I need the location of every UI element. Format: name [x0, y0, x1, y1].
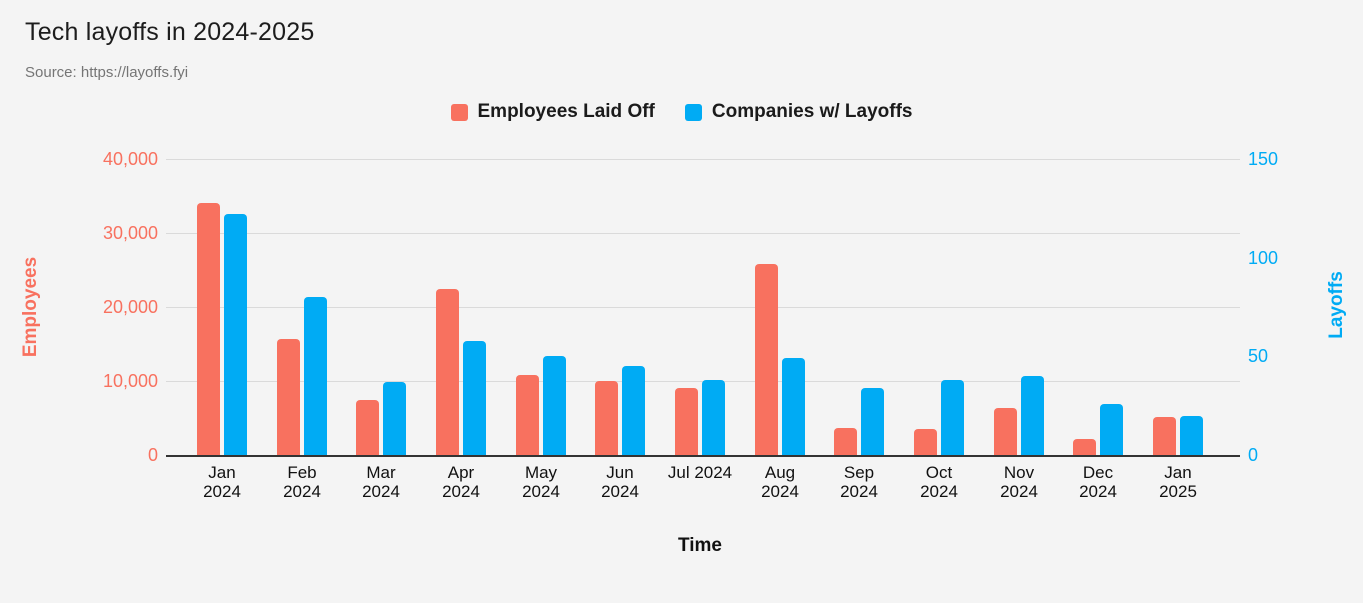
x-axis-label: Dec 2024 — [1079, 463, 1117, 501]
left-axis-tick-label: 30,000 — [102, 223, 158, 243]
bar-companies-w-layoffs-jun-2024 — [622, 366, 645, 455]
x-axis-label: Oct 2024 — [920, 463, 958, 501]
legend-label: Employees Laid Off — [477, 101, 655, 122]
right-axis-tick-label: 150 — [1248, 149, 1279, 169]
legend-swatch-icon — [684, 103, 702, 121]
bar-companies-w-layoffs-nov-2024 — [1021, 376, 1044, 455]
x-axis-label: Jan 2025 — [1159, 463, 1197, 501]
x-axis-label: Nov 2024 — [1000, 463, 1038, 501]
bar-companies-w-layoffs-jan-2025 — [1180, 416, 1203, 455]
bar-companies-w-layoffs-jul-2024 — [702, 380, 725, 455]
gridline — [166, 233, 1240, 234]
left-axis-tick-label: 10,000 — [102, 371, 158, 391]
bar-employees-laid-off-jan-2025 — [1153, 417, 1176, 455]
legend-label: Companies w/ Layoffs — [711, 101, 913, 122]
gridline — [166, 159, 1240, 160]
source-text: Source: https://layoffs.fyi — [25, 64, 189, 81]
x-axis-title: Time — [677, 535, 722, 556]
bar-employees-laid-off-feb-2024 — [277, 339, 300, 455]
legend: Employees Laid Off Companies w/ Layoffs — [0, 101, 1363, 123]
left-axis-title: Employees — [20, 256, 41, 358]
bar-employees-laid-off-may-2024 — [516, 375, 539, 455]
bar-employees-laid-off-sep-2024 — [834, 428, 857, 455]
legend-item-companies-w-layoffs: Companies w/ Layoffs — [684, 101, 913, 123]
left-axis-tick-label: 20,000 — [102, 297, 158, 317]
x-axis-line — [166, 455, 1240, 457]
bar-employees-laid-off-jan-2024 — [197, 203, 220, 455]
bar-employees-laid-off-nov-2024 — [994, 408, 1017, 455]
gridline — [166, 307, 1240, 308]
right-axis-tick-label: 50 — [1248, 346, 1269, 366]
bar-companies-w-layoffs-feb-2024 — [304, 297, 327, 455]
right-axis-tick-label: 100 — [1248, 248, 1279, 268]
bar-employees-laid-off-jun-2024 — [595, 381, 618, 455]
x-axis-label: Mar 2024 — [362, 463, 400, 501]
page-title: Tech layoffs in 2024-2025 — [25, 18, 315, 46]
x-axis-label: Jul 2024 — [667, 463, 733, 482]
x-axis-label: Jan 2024 — [203, 463, 241, 501]
right-axis-title: Layoffs — [1326, 271, 1347, 339]
x-axis-label: Jun 2024 — [601, 463, 639, 501]
bar-companies-w-layoffs-dec-2024 — [1100, 404, 1123, 455]
bar-companies-w-layoffs-oct-2024 — [941, 380, 964, 455]
bar-companies-w-layoffs-mar-2024 — [383, 382, 406, 455]
bar-companies-w-layoffs-sep-2024 — [861, 388, 884, 455]
x-axis-label: Apr 2024 — [442, 463, 480, 501]
bar-employees-laid-off-oct-2024 — [914, 429, 937, 455]
bar-companies-w-layoffs-apr-2024 — [463, 341, 486, 455]
bar-employees-laid-off-jul-2024 — [675, 388, 698, 455]
legend-swatch-icon — [450, 103, 468, 121]
x-axis-label: May 2024 — [522, 463, 560, 501]
left-axis-tick-label: 40,000 — [102, 149, 158, 169]
x-axis-label: Sep 2024 — [840, 463, 878, 501]
bar-companies-w-layoffs-aug-2024 — [782, 358, 805, 455]
bar-employees-laid-off-aug-2024 — [755, 264, 778, 455]
x-axis-label: Aug 2024 — [761, 463, 799, 501]
bar-companies-w-layoffs-jan-2024 — [224, 214, 247, 455]
bar-employees-laid-off-apr-2024 — [436, 289, 459, 455]
x-axis-label: Feb 2024 — [283, 463, 321, 501]
right-axis-tick-label: 0 — [1248, 445, 1259, 465]
bar-employees-laid-off-dec-2024 — [1073, 439, 1096, 455]
bar-employees-laid-off-mar-2024 — [356, 400, 379, 455]
left-axis-tick-label: 0 — [147, 445, 158, 465]
bar-companies-w-layoffs-may-2024 — [543, 356, 566, 455]
legend-item-employees-laid-off: Employees Laid Off — [450, 101, 655, 123]
